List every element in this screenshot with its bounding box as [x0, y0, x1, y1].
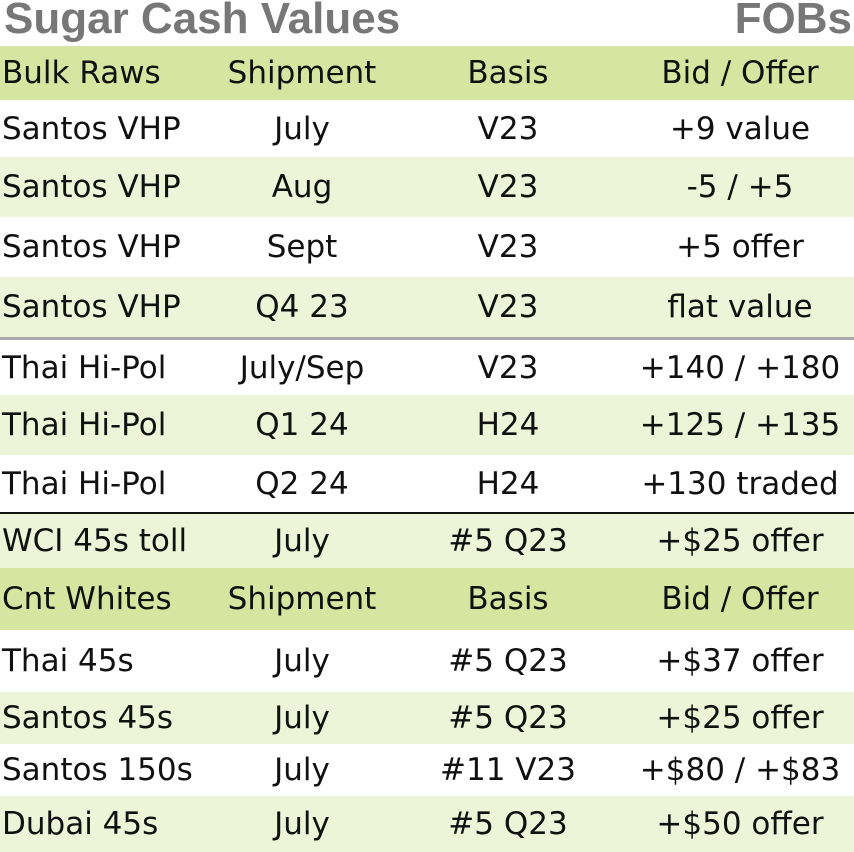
- cell-basis: #5 Q23: [448, 523, 568, 559]
- cell-basis: V23: [477, 289, 539, 325]
- cell-product: Thai Hi-Pol: [2, 349, 167, 386]
- cell-bid-offer: +$25 offer: [656, 523, 824, 559]
- table-row: Thai Hi-Pol Q1 24 H24 +125 / +135: [0, 395, 854, 455]
- header-product: Cnt Whites: [2, 581, 172, 617]
- table-row: Santos VHP Q4 23 V23 flat value: [0, 277, 854, 337]
- cell-bid-offer: -5 / +5: [686, 169, 794, 205]
- cell-shipment: Sept: [266, 229, 338, 265]
- cell-bid-offer: +$37 offer: [656, 643, 824, 679]
- table-row: WCI 45s toll July #5 Q23 +$25 offer: [0, 512, 854, 568]
- cell-shipment: July/Sep: [239, 349, 365, 386]
- table-row: Thai Hi-Pol Q2 24 H24 +130 traded: [0, 455, 854, 512]
- cell-bid-offer: flat value: [667, 289, 813, 325]
- table-row: Santos 150s July #11 V23 +$80 / +$83: [0, 744, 854, 796]
- header-bid-offer: Bid / Offer: [661, 581, 819, 617]
- cell-shipment: July: [274, 752, 330, 788]
- cell-product: Thai Hi-Pol: [2, 465, 167, 502]
- table-row: Dubai 45s July #5 Q23 +$50 offer: [0, 796, 854, 852]
- cell-shipment: Q2 24: [255, 465, 349, 502]
- cell-shipment: July: [274, 523, 330, 559]
- cell-basis: #5 Q23: [448, 643, 568, 679]
- cell-product: Santos 150s: [2, 752, 193, 788]
- cell-product: Santos VHP: [2, 110, 181, 147]
- cell-basis: #5 Q23: [448, 806, 568, 842]
- cell-product: Santos VHP: [2, 229, 181, 265]
- cell-shipment: July: [274, 700, 330, 736]
- cell-product: Dubai 45s: [2, 806, 159, 842]
- cell-shipment: Q4 23: [255, 289, 349, 325]
- cell-bid-offer: +$25 offer: [656, 700, 824, 736]
- cell-shipment: Q1 24: [255, 407, 349, 443]
- cell-shipment: July: [274, 110, 330, 147]
- cell-basis: V23: [477, 349, 539, 386]
- cell-basis: #5 Q23: [448, 700, 568, 736]
- cell-basis: H24: [476, 407, 540, 443]
- cell-bid-offer: +$80 / +$83: [639, 752, 841, 788]
- cell-product: WCI 45s toll: [2, 523, 188, 559]
- table-row: Santos VHP Sept V23 +5 offer: [0, 217, 854, 277]
- cell-product: Thai 45s: [2, 643, 134, 679]
- header-basis: Basis: [467, 581, 549, 617]
- title-bar: Sugar Cash Values FOBs: [0, 0, 854, 46]
- header-product: Bulk Raws: [2, 55, 161, 91]
- cell-bid-offer: +5 offer: [676, 229, 804, 265]
- cell-basis: V23: [477, 169, 539, 205]
- table-row: Santos VHP Aug V23 -5 / +5: [0, 157, 854, 217]
- cell-basis: V23: [477, 229, 539, 265]
- header-basis: Basis: [467, 55, 549, 91]
- cell-bid-offer: +9 value: [669, 110, 811, 147]
- cell-bid-offer: +140 / +180: [639, 349, 841, 386]
- header-shipment: Shipment: [227, 55, 377, 91]
- table-row: Santos VHP July V23 +9 value: [0, 100, 854, 157]
- header-bid-offer: Bid / Offer: [661, 55, 819, 91]
- cell-bid-offer: +130 traded: [641, 465, 839, 502]
- cell-bid-offer: +125 / +135: [639, 407, 841, 443]
- cell-shipment: Aug: [271, 169, 333, 205]
- table-row: Thai Hi-Pol July/Sep V23 +140 / +180: [0, 337, 854, 395]
- cell-product: Santos 45s: [2, 700, 174, 736]
- cell-basis: H24: [476, 465, 540, 502]
- whites-header-row: Cnt Whites Shipment Basis Bid / Offer: [0, 568, 854, 630]
- page-title: Sugar Cash Values: [4, 0, 401, 43]
- table-row: Thai 45s July #5 Q23 +$37 offer: [0, 630, 854, 692]
- table-row: Santos 45s July #5 Q23 +$25 offer: [0, 692, 854, 744]
- cell-basis: #11 V23: [440, 752, 576, 788]
- cell-shipment: July: [274, 643, 330, 679]
- page-subtitle: FOBs: [734, 0, 852, 43]
- cell-shipment: July: [274, 806, 330, 842]
- cell-product: Santos VHP: [2, 169, 181, 205]
- raws-header-row: Bulk Raws Shipment Basis Bid / Offer: [0, 46, 854, 100]
- header-shipment: Shipment: [227, 581, 377, 617]
- cell-product: Santos VHP: [2, 289, 181, 325]
- cell-bid-offer: +$50 offer: [656, 806, 824, 842]
- cell-basis: V23: [477, 110, 539, 147]
- cell-product: Thai Hi-Pol: [2, 407, 167, 443]
